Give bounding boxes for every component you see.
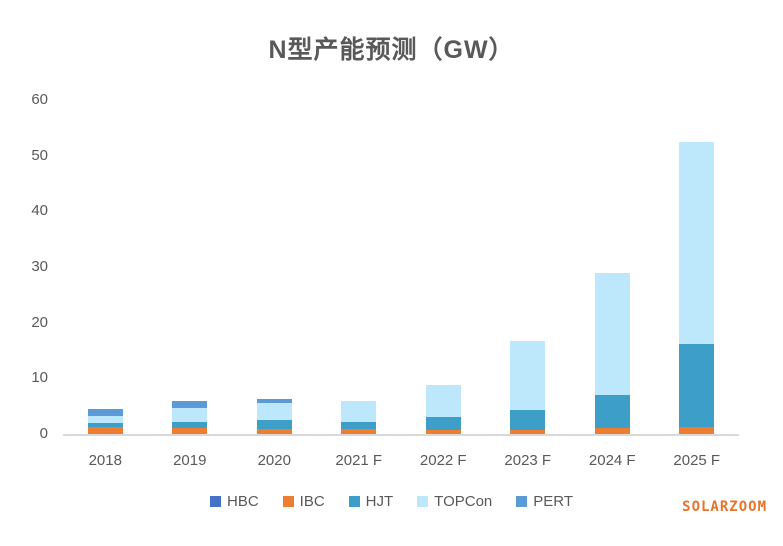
bar-segment-pert — [87, 408, 123, 416]
chart-title: N型产能预测（GW） — [268, 36, 515, 64]
y-tick-label: 50 — [31, 146, 48, 164]
legend-swatch-icon — [282, 496, 294, 507]
solarzoom-logo: SOLARZOOM — [682, 499, 767, 515]
x-tick-label: 2020 — [257, 452, 291, 469]
x-tick-label: 2021 F — [335, 452, 383, 469]
legend-item-hbc: HBC — [209, 493, 259, 510]
y-tick-label: 40 — [31, 202, 48, 220]
x-tick-label: 2022 F — [419, 452, 467, 469]
bar-segment-hjt — [172, 421, 208, 429]
y-tick-label: 60 — [31, 91, 48, 108]
x-tick-label: 2025 F — [673, 452, 721, 469]
legend-label: IBC — [299, 493, 325, 510]
stacked-bar-2023-f — [510, 341, 546, 434]
bar-segment-ibc — [341, 429, 377, 434]
x-tick-label: 2023 F — [504, 452, 552, 469]
legend-label: TOPCon — [434, 493, 493, 510]
stacked-bar-2024-f — [594, 272, 630, 434]
bar-segment-ibc — [172, 428, 208, 434]
bar-segment-pert — [256, 398, 292, 403]
legend-item-hjt: HJT — [348, 493, 394, 510]
bar-segment-topcon — [172, 407, 208, 422]
bar-segment-pert — [172, 401, 208, 408]
bar-segment-hjt — [341, 421, 377, 429]
bar-segment-topcon — [341, 401, 377, 422]
bar-segment-hjt — [87, 422, 123, 428]
stacked-bar-2019 — [172, 401, 208, 434]
stacked-bar-2021-f — [341, 401, 377, 434]
bar-segment-ibc — [594, 428, 630, 434]
bar-segment-topcon — [425, 385, 461, 418]
bar-segment-ibc — [87, 427, 123, 434]
bar-segment-ibc — [256, 429, 292, 434]
x-tick-label: 2019 — [173, 452, 207, 469]
y-tick-label: 0 — [39, 425, 48, 442]
legend-item-topcon: TOPCon — [417, 493, 492, 510]
bar-segment-hjt — [256, 419, 292, 429]
bar-segment-topcon — [594, 272, 630, 396]
bar-segment-hjt — [510, 409, 546, 430]
legend-swatch-icon — [209, 496, 221, 507]
y-tick-label: 20 — [31, 313, 48, 331]
legend-swatch-icon — [348, 496, 360, 507]
bar-segment-topcon — [87, 415, 123, 423]
x-tick-label: 2024 F — [588, 452, 636, 469]
bar-segment-ibc — [679, 427, 715, 434]
bar-segment-ibc — [510, 429, 546, 434]
legend-label: PERT — [533, 493, 573, 510]
stacked-bar-2022-f — [425, 385, 461, 434]
stacked-bar-2025-f — [679, 141, 715, 434]
legend-item-pert: PERT — [516, 493, 573, 510]
x-axis-line — [63, 434, 739, 436]
stacked-bar-2018 — [87, 408, 123, 434]
bar-segment-topcon — [679, 141, 715, 344]
legend-label: HBC — [226, 493, 259, 510]
x-tick-label: 2018 — [88, 452, 122, 469]
y-tick-label: 10 — [31, 369, 48, 387]
y-tick-label: 30 — [31, 258, 48, 275]
legend-swatch-icon — [516, 496, 528, 507]
bar-segment-topcon — [256, 402, 292, 420]
legend-swatch-icon — [417, 496, 429, 507]
bar-segment-topcon — [510, 341, 546, 410]
legend-item-ibc: IBC — [282, 493, 325, 510]
legend-label: HJT — [365, 493, 394, 510]
bar-segment-hjt — [679, 343, 715, 428]
bar-segment-hjt — [594, 395, 630, 429]
bar-segment-ibc — [425, 429, 461, 434]
chart-legend: HBC IBC HJT TOPCon PERT — [0, 493, 783, 510]
bar-segment-hjt — [425, 417, 461, 430]
stacked-bar-2020 — [256, 398, 292, 434]
